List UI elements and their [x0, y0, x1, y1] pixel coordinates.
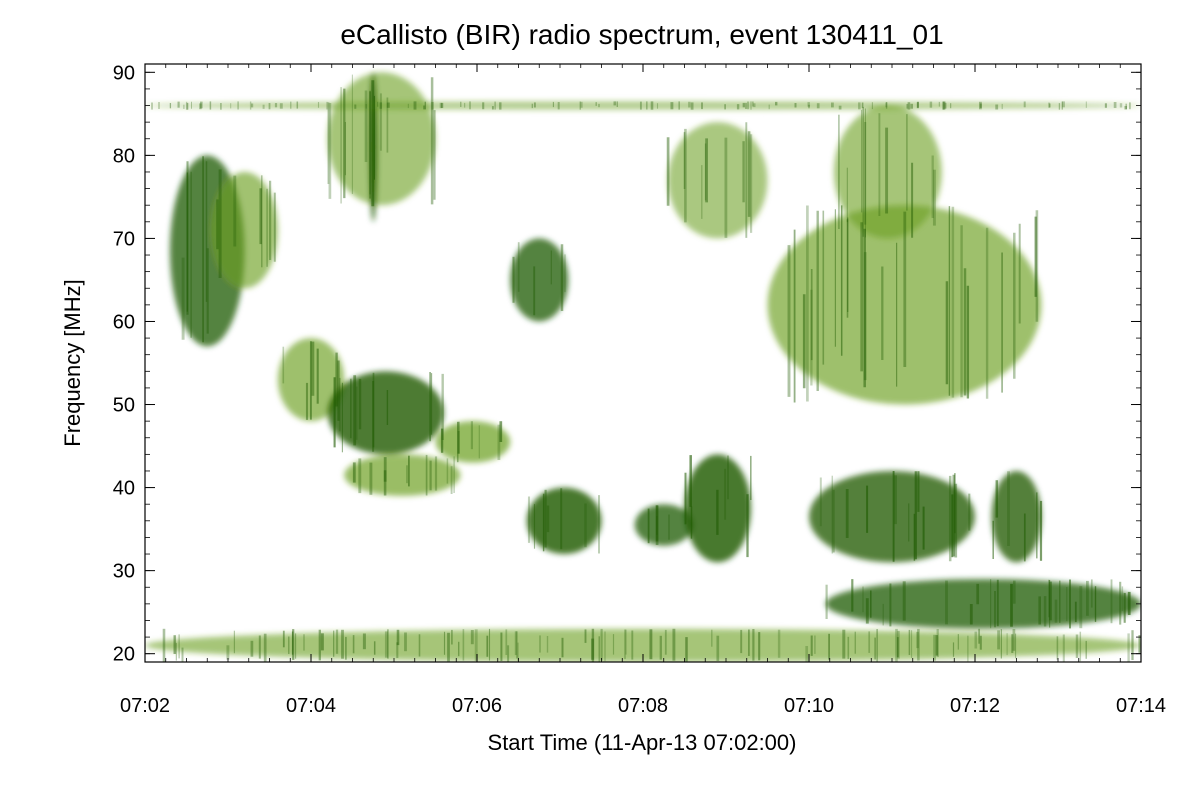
emission-main-blob-50mhz: [327, 371, 444, 455]
emission-rfi-band-21mhz: [145, 628, 1141, 662]
y-tick-label: 80: [113, 145, 135, 167]
plot-area: [145, 64, 1141, 662]
y-axis-label: Frequency [MHz]: [60, 279, 85, 447]
x-tick-label: 07:08: [618, 695, 668, 717]
y-tick-label: 50: [113, 395, 135, 417]
x-tick-label: 07:14: [1116, 695, 1166, 717]
x-tick-label: 07:04: [286, 695, 336, 717]
y-tick-label: 20: [113, 644, 135, 666]
y-tick-label: 90: [113, 62, 135, 84]
emission-blob-46mhz-right: [435, 421, 511, 463]
emission-band-26mhz-0711-0713: [825, 578, 1141, 629]
emission-blob-40mhz: [344, 454, 461, 496]
y-tick-label: 40: [113, 478, 135, 500]
streak-layer: [151, 74, 1141, 662]
emission-rfi-line-86mhz: [145, 101, 1141, 110]
x-tick-label: 07:10: [784, 695, 834, 717]
x-axis-label: Start Time (11-Apr-13 07:02:00): [488, 730, 797, 755]
emission-block-60mhz-0711: [767, 205, 1042, 405]
emission-burst-37mhz-0708: [634, 504, 693, 546]
emission-block-36mhz-0711: [809, 470, 975, 563]
y-tick-label: 70: [113, 228, 135, 250]
x-axis: 07:02 07:04 07:06 07:08 07:10 07:12 07:14: [120, 64, 1166, 717]
y-axis: 20 30 40 50 60 70 80 90: [113, 62, 1141, 666]
emission-burst-65mhz-0706: [510, 238, 569, 322]
emission-block-78mhz-0711: [833, 105, 942, 239]
y-tick-label: 60: [113, 311, 135, 333]
x-tick-label: 07:02: [120, 695, 170, 717]
emission-burst-36mhz-0712: [991, 470, 1042, 563]
x-tick-label: 07:12: [950, 695, 1000, 717]
chart-title: eCallisto (BIR) radio spectrum, event 13…: [340, 19, 943, 50]
y-tick-label: 30: [113, 561, 135, 583]
emission-burst-35mhz-0707: [526, 487, 602, 555]
heatmap-layer: [145, 72, 1141, 662]
emission-block-75mhz-0710: [667, 122, 768, 239]
emission-early-burst-2: [211, 171, 278, 289]
x-tick-label: 07:06: [452, 695, 502, 717]
